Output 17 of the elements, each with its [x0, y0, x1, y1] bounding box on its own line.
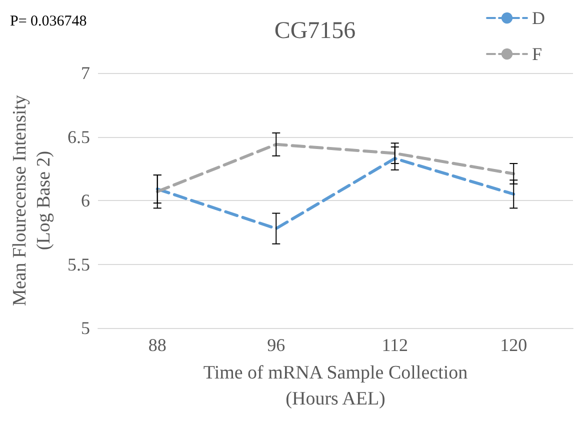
- y-tick-label: 7: [81, 63, 90, 83]
- x-tick-label: 112: [382, 335, 408, 355]
- y-tick-label: 5.5: [68, 254, 90, 274]
- line-series: [156, 142, 516, 194]
- x-axis-title: Time of mRNA Sample Collection (Hours AEL): [203, 362, 468, 410]
- x-tick-label: 88: [148, 335, 166, 355]
- y-tick-label: 5: [81, 318, 90, 338]
- y-axis-title: Mean Flourecense Intensity (Log Base 2): [10, 94, 54, 306]
- line-series: [156, 156, 516, 230]
- x-tick-label: 120: [500, 335, 528, 355]
- y-tick-label: 6.5: [68, 126, 90, 147]
- legend-label: F: [532, 44, 542, 64]
- text: P= 0.036748: [10, 14, 87, 30]
- x-tick-label: 96: [267, 335, 286, 355]
- legend-label: D: [532, 8, 545, 28]
- y-tick-label: 6: [81, 190, 90, 210]
- chart-title: CG7156: [274, 18, 356, 44]
